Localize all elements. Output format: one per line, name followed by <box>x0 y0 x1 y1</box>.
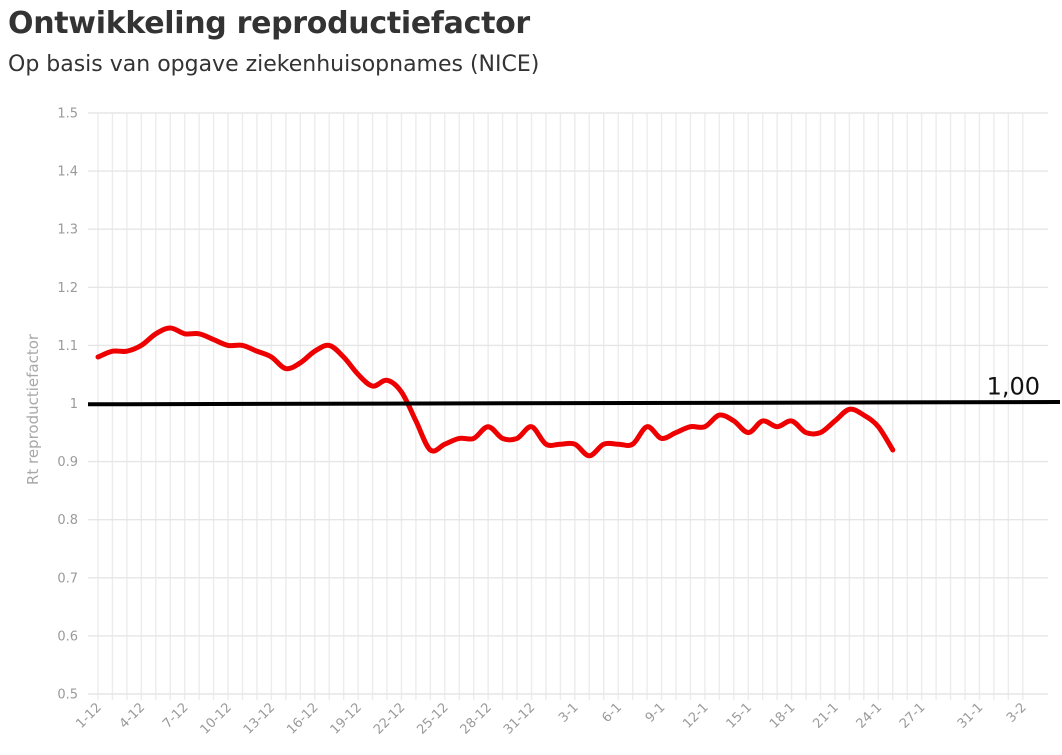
chart-title: Ontwikkeling reproductiefactor <box>8 6 530 41</box>
x-tick-label: 3-2 <box>1004 700 1030 726</box>
y-tick-label: 1.1 <box>57 339 78 354</box>
x-tick-label: 15-1 <box>724 700 755 731</box>
x-tick-label: 28-12 <box>458 700 495 737</box>
x-axis-ticks: 1-12 4-12 7-12 10-12 13-12 16-12 19-12 22-12 25-… <box>73 700 1029 737</box>
x-tick-label: 24-1 <box>854 700 885 731</box>
x-tick-label: 1-12 <box>73 700 104 731</box>
x-tick-label: 27-1 <box>897 700 928 731</box>
x-tick-label: 9-1 <box>643 700 669 726</box>
y-tick-label: 0.5 <box>57 688 78 703</box>
series-line <box>95 325 896 459</box>
x-tick-label: 18-1 <box>767 700 798 731</box>
y-axis-title: Rt reproductiefactor <box>24 333 42 485</box>
x-tick-label: 10-12 <box>198 700 235 737</box>
y-axis-ticks: 0.5 0.6 0.7 0.8 0.9 1 1.1 1.2 1.3 1.4 1.5 <box>57 107 78 703</box>
y-tick-label: 0.8 <box>57 513 78 528</box>
y-tick-label: 1.2 <box>57 281 78 296</box>
x-tick-label: 25-12 <box>414 700 451 737</box>
y-tick-label: 1 <box>70 397 78 412</box>
reference-line <box>87 400 1061 407</box>
y-tick-label: 1.3 <box>57 223 78 238</box>
x-tick-label: 6-1 <box>599 700 625 726</box>
y-tick-label: 0.9 <box>57 455 78 470</box>
reference-line-label: 1,00 <box>987 373 1040 401</box>
x-tick-label: 19-12 <box>328 700 365 737</box>
gridlines <box>88 112 1048 700</box>
x-tick-label: 3-1 <box>556 700 582 726</box>
chart-subtitle: Op basis van opgave ziekenhuisopnames (N… <box>8 52 540 77</box>
x-tick-label: 4-12 <box>117 700 148 731</box>
y-tick-label: 1.4 <box>57 165 78 180</box>
y-tick-label: 0.6 <box>57 629 78 644</box>
x-tick-label: 7-12 <box>160 700 191 731</box>
x-tick-label: 21-1 <box>810 700 841 731</box>
x-tick-label: 12-1 <box>680 700 711 731</box>
x-tick-label: 16-12 <box>284 700 321 737</box>
x-tick-label: 31-1 <box>955 700 986 731</box>
y-tick-label: 0.7 <box>57 571 78 586</box>
y-tick-label: 1.5 <box>57 107 78 122</box>
x-tick-label: 31-12 <box>501 700 538 737</box>
x-tick-label: 22-12 <box>371 700 408 737</box>
x-tick-label: 13-12 <box>241 700 278 737</box>
